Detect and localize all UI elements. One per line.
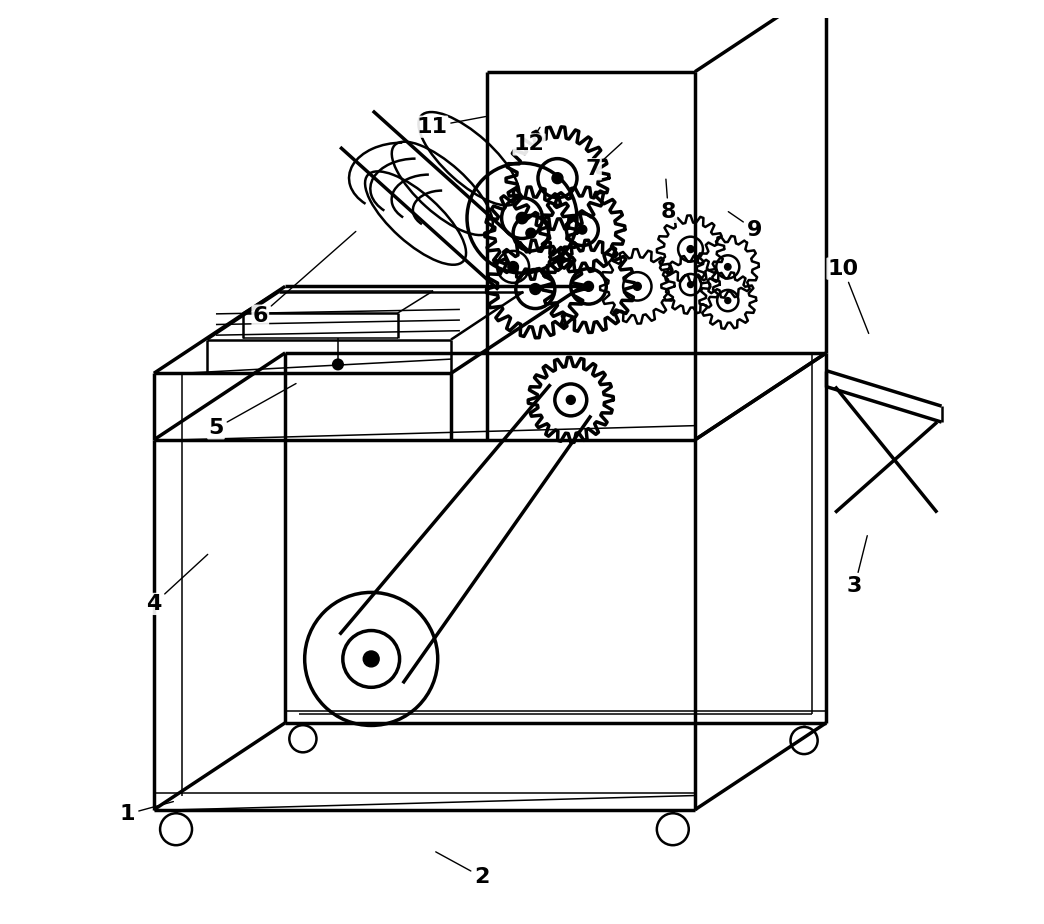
Circle shape bbox=[363, 651, 379, 667]
Text: 6: 6 bbox=[253, 231, 356, 325]
Circle shape bbox=[634, 283, 641, 290]
Text: 2: 2 bbox=[435, 852, 490, 887]
Circle shape bbox=[517, 213, 527, 224]
Circle shape bbox=[507, 261, 519, 273]
Circle shape bbox=[526, 228, 536, 238]
Text: 8: 8 bbox=[661, 179, 677, 222]
Circle shape bbox=[688, 282, 693, 287]
Text: 4: 4 bbox=[146, 554, 208, 614]
Text: 12: 12 bbox=[514, 128, 545, 154]
Text: 1: 1 bbox=[119, 802, 173, 824]
Circle shape bbox=[584, 282, 593, 291]
Text: 3: 3 bbox=[847, 536, 868, 596]
Text: 7: 7 bbox=[586, 143, 622, 179]
Circle shape bbox=[566, 395, 575, 405]
Circle shape bbox=[725, 298, 731, 304]
Text: 11: 11 bbox=[416, 116, 485, 137]
Text: 10: 10 bbox=[828, 259, 869, 334]
Circle shape bbox=[725, 263, 731, 270]
Circle shape bbox=[530, 284, 541, 295]
Circle shape bbox=[687, 246, 694, 252]
Circle shape bbox=[577, 225, 587, 234]
Text: 9: 9 bbox=[729, 212, 762, 239]
Circle shape bbox=[333, 359, 343, 370]
Circle shape bbox=[552, 173, 563, 184]
Text: 5: 5 bbox=[209, 383, 296, 438]
